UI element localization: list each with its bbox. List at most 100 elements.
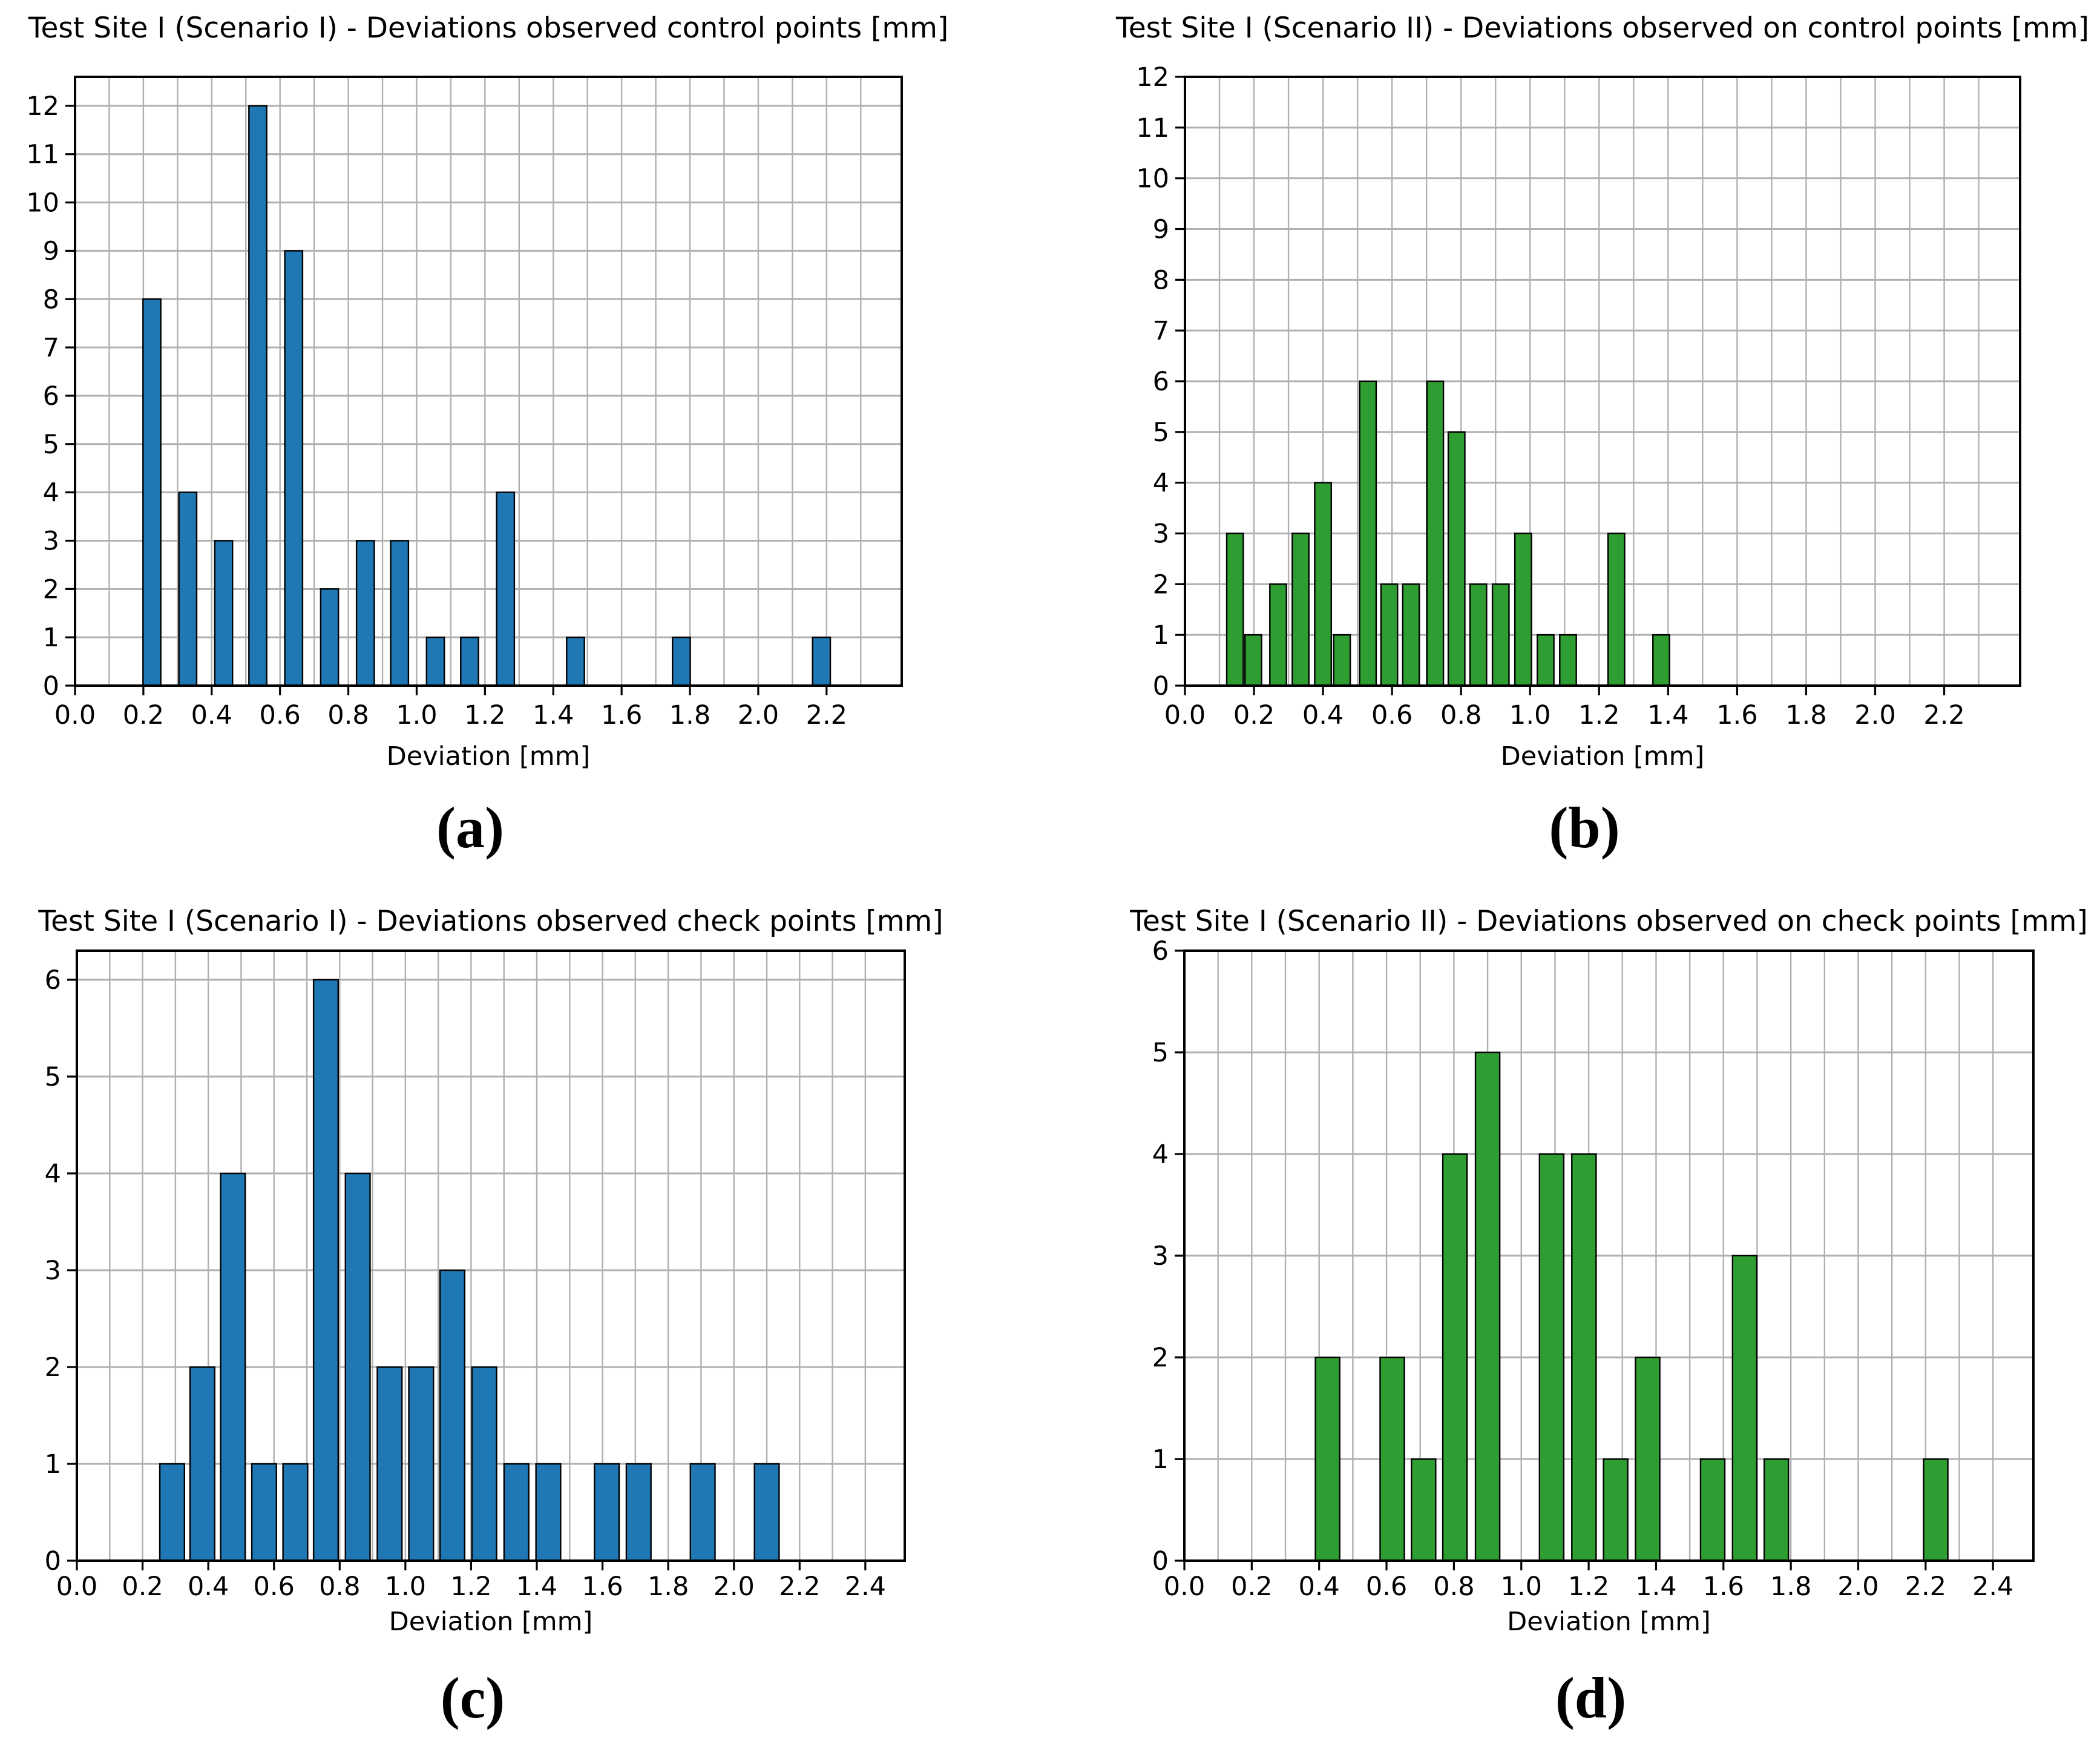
histogram-bar: [1559, 634, 1577, 687]
subfigure-caption: (a): [436, 795, 504, 860]
y-tick-label: 1: [1153, 620, 1169, 651]
histogram-bar: [1447, 431, 1466, 687]
y-tick-label: 2: [43, 574, 59, 605]
histogram-bar: [1635, 1356, 1661, 1562]
chart-title: Test Site I (Scenario II) - Deviations o…: [1115, 11, 2089, 45]
y-tick-label: 3: [1153, 519, 1169, 549]
y-tick-label: 2: [1152, 1343, 1169, 1373]
x-tick-label: 1.8: [1770, 1572, 1811, 1602]
x-tick-label: 1.6: [1716, 700, 1757, 730]
y-tick-label: 9: [43, 236, 59, 266]
x-tick-label: 0.0: [1164, 1572, 1205, 1602]
y-tick-label: 3: [45, 1256, 61, 1286]
histogram-bar: [408, 1366, 435, 1562]
chart-title: Test Site I (Scenario II) - Deviations o…: [1129, 905, 2088, 938]
x-tick-label: 2.4: [1972, 1572, 2013, 1602]
y-tick-label: 6: [45, 965, 61, 995]
y-tick-label: 9: [1153, 215, 1169, 245]
y-tick-label: 6: [43, 381, 59, 412]
chart-title: Test Site I (Scenario I) - Deviations ob…: [28, 11, 949, 45]
x-tick-label: 0.8: [319, 1572, 360, 1602]
y-tick-label: 3: [43, 526, 59, 556]
histogram-bar: [812, 636, 832, 687]
histogram-bar: [1379, 1356, 1405, 1562]
histogram-bar: [566, 636, 585, 687]
x-tick-label: 1.6: [1703, 1572, 1744, 1602]
y-tick-label: 5: [45, 1062, 61, 1092]
histogram-bar: [1380, 583, 1399, 687]
x-tick-label: 1.0: [1509, 700, 1550, 730]
x-tick-label: 1.4: [1647, 700, 1688, 730]
histogram-bar: [1402, 583, 1420, 687]
x-tick-label: 0.2: [123, 700, 164, 730]
y-tick-label: 0: [1152, 1546, 1169, 1576]
x-tick-label: 0.4: [1299, 1572, 1340, 1602]
x-tick-label: 2.0: [1837, 1572, 1879, 1602]
x-tick-label: 0.4: [191, 700, 232, 730]
x-axis-label: Deviation [mm]: [1501, 741, 1705, 772]
histogram-bar: [220, 1172, 246, 1562]
x-tick-label: 0.2: [1231, 1572, 1272, 1602]
x-tick-label: 1.6: [582, 1572, 623, 1602]
y-tick-label: 11: [1136, 113, 1169, 143]
x-tick-label: 1.8: [1785, 700, 1826, 730]
x-tick-label: 0.0: [1164, 700, 1206, 730]
histogram-bar: [460, 636, 479, 687]
y-tick-label: 1: [1152, 1445, 1169, 1475]
x-tick-label: 0.4: [1302, 700, 1344, 730]
histogram-bar: [1514, 533, 1532, 687]
y-tick-label: 0: [1153, 671, 1169, 701]
histogram-bar: [320, 588, 340, 687]
x-tick-label: 2.0: [738, 700, 779, 730]
histogram-bar: [282, 1463, 309, 1562]
histogram-bar: [1652, 634, 1670, 687]
x-tick-label: 1.0: [396, 700, 437, 730]
histogram-bar: [178, 491, 198, 687]
x-tick-label: 0.6: [259, 700, 300, 730]
histogram-bar: [425, 636, 445, 687]
y-tick-label: 8: [1153, 265, 1169, 295]
histogram-scenario1-control-points: 0.0 0.2 0.4 0.6 0.8 1.0 1.2 1.4 1.6 1.8 2.0 2.20123…: [26, 11, 949, 860]
x-tick-label: 2.2: [779, 1572, 820, 1602]
x-tick-label: 0.6: [1371, 700, 1413, 730]
histogram-bar: [1491, 583, 1510, 687]
y-tick-label: 12: [26, 91, 59, 122]
histogram-bar: [1269, 583, 1287, 687]
x-tick-label: 2.2: [1923, 700, 1964, 730]
subfigure-caption: (c): [441, 1665, 505, 1730]
histogram-bar: [1244, 634, 1262, 687]
histogram-scenario1-check-points: 0.0 0.2 0.4 0.6 0.8 1.0 1.2 1.4 1.6 1.8 2.0 2.2 2.4 0…: [38, 905, 943, 1730]
x-tick-label: 0.6: [1366, 1572, 1407, 1602]
x-tick-label: 0.8: [327, 700, 369, 730]
histogram-bar: [1226, 533, 1244, 687]
histogram-bar: [1314, 1356, 1340, 1562]
x-tick-label: 2.0: [1854, 700, 1895, 730]
histogram-bar: [1333, 634, 1351, 687]
y-tick-label: 2: [45, 1353, 61, 1383]
y-tick-label: 4: [45, 1159, 61, 1189]
x-tick-label: 1.6: [601, 700, 642, 730]
x-tick-label: 1.2: [450, 1572, 491, 1602]
x-tick-label: 2.2: [806, 700, 847, 730]
y-tick-label: 6: [1153, 367, 1169, 397]
histogram-bar: [535, 1463, 562, 1562]
x-tick-label: 0.0: [56, 1572, 97, 1602]
histogram-bar: [1731, 1254, 1758, 1562]
y-tick-label: 11: [26, 140, 59, 170]
x-tick-label: 2.4: [845, 1572, 886, 1602]
subfigure-caption: (b): [1549, 795, 1619, 860]
y-tick-label: 5: [1152, 1038, 1169, 1068]
plot-border: [76, 949, 906, 1562]
x-axis-label: Deviation [mm]: [387, 741, 591, 772]
y-tick-label: 0: [45, 1546, 61, 1576]
y-tick-label: 5: [43, 430, 59, 460]
x-axis-label: Deviation [mm]: [1507, 1607, 1711, 1637]
x-tick-label: 1.4: [1635, 1572, 1676, 1602]
x-tick-label: 0.6: [254, 1572, 295, 1602]
x-tick-label: 1.4: [516, 1572, 557, 1602]
y-tick-label: 5: [1153, 418, 1169, 448]
histogram-bar: [390, 540, 410, 687]
y-tick-label: 0: [43, 671, 59, 701]
y-tick-label: 4: [43, 478, 59, 508]
y-tick-label: 8: [43, 284, 59, 315]
